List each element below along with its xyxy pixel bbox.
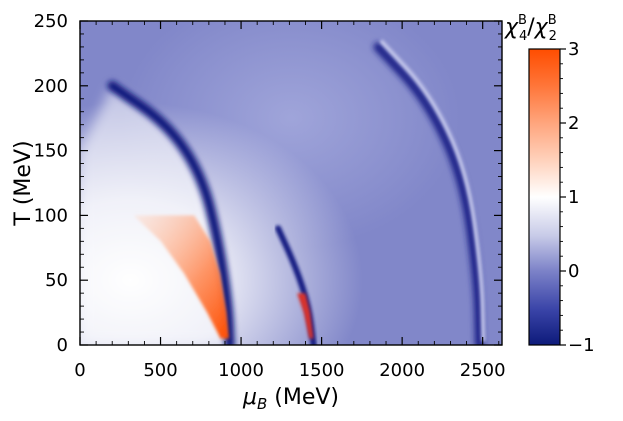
colorbar-tick-label: −1 (568, 335, 595, 356)
x-tick-label: 2000 (379, 360, 425, 381)
heatmap-field (80, 21, 502, 345)
y-tick-label: 50 (45, 270, 68, 291)
colorbar-tick-label: 2 (568, 113, 579, 134)
colorbar: −1 0 1 2 3 χB 4/χB 2 (504, 13, 595, 356)
plot-frame (79, 20, 503, 346)
y-tick-label: 150 (34, 141, 68, 162)
colorbar-tick-label: 0 (568, 261, 579, 282)
x-tick-label: 0 (74, 360, 85, 381)
y-tick-label: 0 (57, 335, 68, 356)
y-axis: 0 50 100 150 200 250 (34, 11, 502, 356)
x-axis: 0 500 1000 1500 2000 2500 (74, 21, 506, 381)
ridge-third (373, 42, 484, 345)
colorbar-tick-label: 3 (568, 39, 579, 60)
colorbar-title: χB 4/χB 2 (504, 13, 557, 44)
x-tick-label: 1500 (299, 360, 345, 381)
x-tick-label: 2500 (460, 360, 506, 381)
x-tick-label: 500 (143, 360, 177, 381)
x-axis-title: μB (MeV) (242, 385, 339, 413)
ridge-liquid-gas-positive (133, 215, 229, 339)
y-tick-label: 250 (34, 11, 68, 32)
ridge-liquid-gas (107, 80, 235, 345)
y-tick-label: 200 (34, 76, 68, 97)
y-tick-label: 100 (34, 205, 68, 226)
y-axis-title: T (MeV) (11, 140, 36, 226)
x-tick-label: 1000 (218, 360, 264, 381)
colorbar-tick-label: 1 (568, 187, 579, 208)
ridge-second-positive (297, 293, 314, 339)
